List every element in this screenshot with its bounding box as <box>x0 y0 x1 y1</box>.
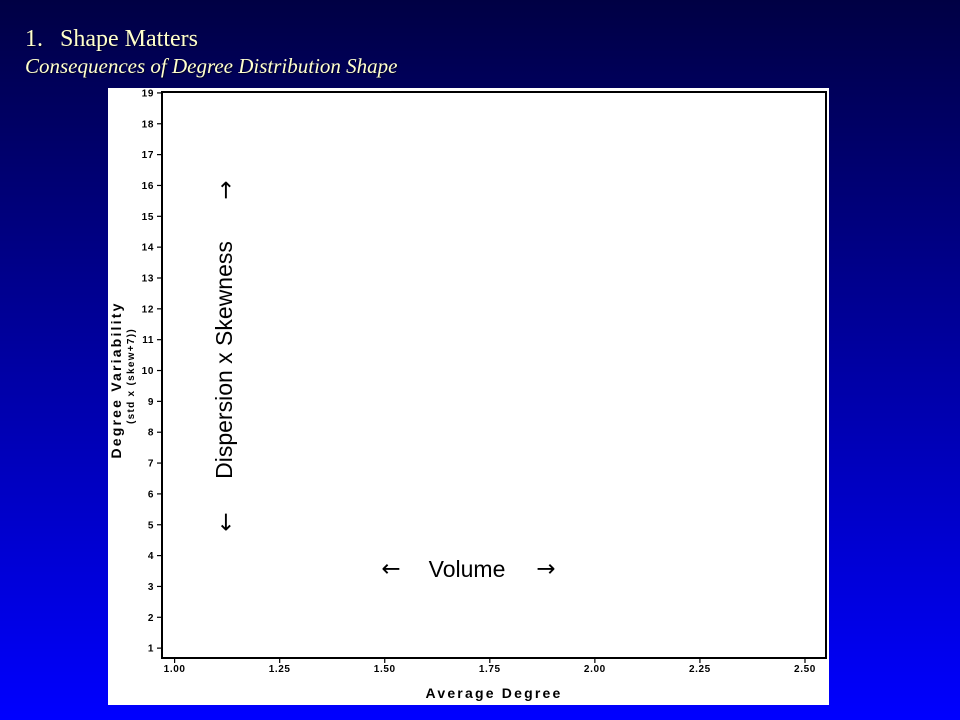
y-tick-label: 7 <box>148 459 154 470</box>
x-tick-label: 2.25 <box>689 664 711 675</box>
x-tick-label: 2.50 <box>794 664 816 675</box>
y-tick-label: 17 <box>142 150 154 161</box>
slide-subtitle: Consequences of Degree Distribution Shap… <box>25 54 398 78</box>
y-tick-label: 15 <box>142 212 154 223</box>
x-tick-label: 1.75 <box>479 664 501 675</box>
x-axis-ticks: 1.00 1.25 1.50 1.75 2.00 2.25 2.50 <box>164 658 816 675</box>
y-tick-label: 10 <box>142 366 154 377</box>
arrow-down-icon: ← <box>213 512 239 531</box>
y-tick-label: 13 <box>142 273 154 284</box>
y-tick-label: 6 <box>148 489 154 500</box>
x-tick-label: 1.25 <box>269 664 291 675</box>
plot-frame <box>161 91 827 659</box>
x-axis-title: Average Degree <box>426 685 563 701</box>
y-tick-label: 2 <box>148 613 154 624</box>
arrow-up-icon: → <box>213 180 239 199</box>
y-tick-label: 16 <box>142 181 154 192</box>
y-tick-label: 11 <box>142 335 154 346</box>
slide-title: Shape Matters <box>60 26 198 52</box>
volume-label: Volume <box>429 556 506 582</box>
arrow-left-icon: ← <box>381 556 400 582</box>
x-tick-label: 1.00 <box>164 664 186 675</box>
y-tick-label: 3 <box>148 582 154 593</box>
dispersion-skewness-annotation: → Dispersion x Skewness ← <box>211 180 239 531</box>
slide-number: 1. <box>25 26 43 52</box>
volume-annotation: ← Volume → <box>381 556 555 582</box>
y-axis-subtitle: (std x (skew+7)) <box>126 328 137 424</box>
dispersion-skewness-label: Dispersion x Skewness <box>211 241 237 479</box>
y-tick-label: 8 <box>148 428 154 439</box>
y-tick-label: 18 <box>142 119 154 130</box>
y-tick-label: 5 <box>148 520 154 531</box>
y-tick-label: 9 <box>148 397 154 408</box>
y-tick-label: 19 <box>142 88 154 99</box>
arrow-right-icon: → <box>536 556 555 582</box>
y-tick-label: 14 <box>142 243 154 254</box>
x-tick-label: 1.50 <box>374 664 396 675</box>
x-tick-label: 2.00 <box>584 664 606 675</box>
y-tick-label: 12 <box>142 304 154 315</box>
chart-panel: 1 2 3 4 5 6 7 8 9 10 11 12 13 14 15 16 17 18 19 1.00 1.25 1.… <box>108 88 829 705</box>
y-tick-label: 4 <box>148 551 154 562</box>
y-axis-title: Degree Variability <box>108 301 124 458</box>
y-tick-label: 1 <box>148 644 154 655</box>
